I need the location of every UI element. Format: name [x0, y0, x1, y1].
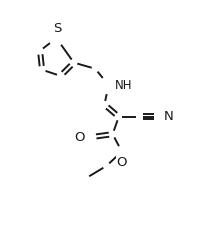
Text: N: N: [164, 110, 174, 123]
Text: NH: NH: [115, 79, 132, 92]
Text: O: O: [75, 131, 85, 144]
Text: O: O: [117, 156, 127, 169]
Text: S: S: [53, 22, 62, 35]
